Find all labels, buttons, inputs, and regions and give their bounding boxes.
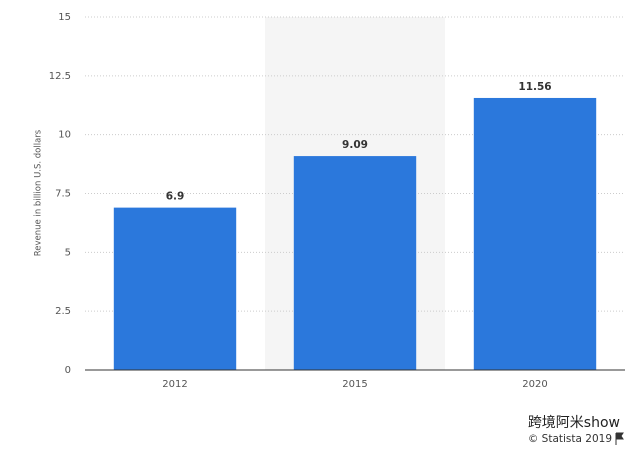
value-label: 9.09 [342,139,368,151]
y-tick-label: 7.5 [55,189,71,200]
bar [293,156,417,370]
bar [473,97,597,371]
y-tick-label: 2.5 [55,306,71,317]
y-tick-label: 15 [58,12,71,23]
y-tick-label: 10 [58,130,71,141]
value-label: 6.9 [166,191,185,203]
watermark: 跨境阿米show [528,415,620,431]
x-tick-label: 2012 [162,379,187,390]
x-tick-label: 2020 [522,379,547,390]
x-tick-label: 2015 [342,379,367,390]
bar [113,207,237,370]
flag-icon [615,432,624,445]
value-label: 11.56 [518,81,551,93]
y-tick-label: 0 [65,365,71,376]
source-credit: © Statista 2019 [528,433,612,445]
y-axis-label: Revenue in billion U.S. dollars [34,129,44,256]
y-tick-label: 12.5 [49,71,71,82]
y-tick-label: 5 [65,247,71,258]
